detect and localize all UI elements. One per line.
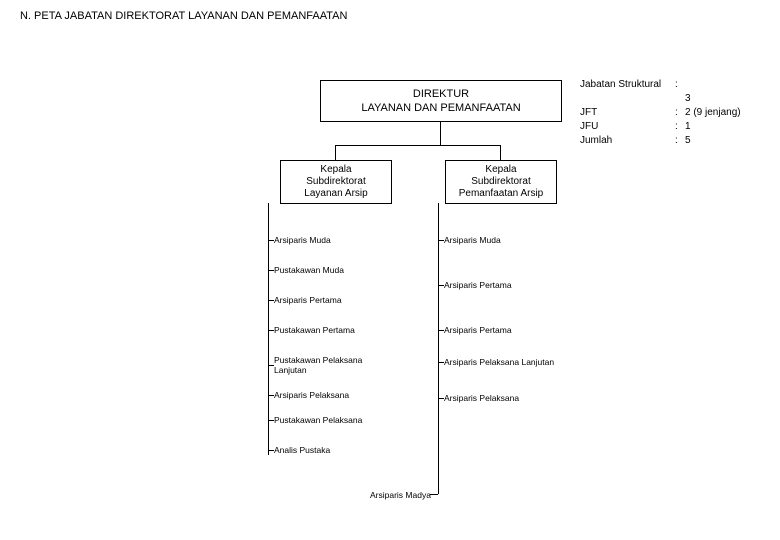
sub-left-l2: Subdirektorat <box>281 176 391 188</box>
stat-label: Jabatan Struktural <box>580 78 675 92</box>
right-position-item: Arsiparis Pelaksana <box>438 393 519 403</box>
connector-horiz-main <box>335 145 500 146</box>
left-position-item: Analis Pustaka <box>268 445 330 455</box>
sub-left-l3: Layanan Arsip <box>281 188 391 200</box>
sub-right-l1: Kepala <box>446 164 556 176</box>
left-position-item: Arsiparis Pertama <box>268 295 342 305</box>
stat-val: 3 <box>685 92 691 106</box>
stat-colon: : <box>675 120 685 134</box>
sub-left-l1: Kepala <box>281 164 391 176</box>
madya-label: Arsiparis Madya <box>370 490 431 500</box>
stat-label: JFT <box>580 106 675 120</box>
sub-right-l3: Pemanfaatan Arsip <box>446 188 556 200</box>
stat-colon: : <box>675 134 685 148</box>
stat-val: 5 <box>685 134 691 148</box>
right-spine <box>438 203 439 494</box>
stat-colon <box>675 92 685 106</box>
connector-vert-right <box>500 145 501 160</box>
right-position-item: Arsiparis Pertama <box>438 280 512 290</box>
stat-colon: : <box>675 106 685 120</box>
left-position-item: Pustakawan Pelaksana Lanjutan <box>268 355 374 375</box>
stat-val: 2 (9 jenjang) <box>685 106 741 120</box>
madya-tick <box>430 494 438 495</box>
stat-label <box>580 92 675 106</box>
right-position-item: Arsiparis Muda <box>438 235 501 245</box>
right-position-item: Arsiparis Pelaksana Lanjutan <box>438 357 554 367</box>
stat-label: Jumlah <box>580 134 675 148</box>
sub-right-l2: Subdirektorat <box>446 176 556 188</box>
stat-label: JFU <box>580 120 675 134</box>
left-position-item: Arsiparis Muda <box>268 235 331 245</box>
connector-vert-main <box>440 121 441 145</box>
page-title: N. PETA JABATAN DIREKTORAT LAYANAN DAN P… <box>20 10 347 22</box>
sub-box-right: Kepala Subdirektorat Pemanfaatan Arsip <box>445 160 557 204</box>
left-position-item: Pustakawan Muda <box>268 265 344 275</box>
director-box: DIREKTUR LAYANAN DAN PEMANFAATAN <box>320 80 562 122</box>
left-position-item: Pustakawan Pertama <box>268 325 355 335</box>
sub-box-left: Kepala Subdirektorat Layanan Arsip <box>280 160 392 204</box>
director-line1: DIREKTUR <box>321 87 561 101</box>
left-position-item: Arsiparis Pelaksana <box>268 390 349 400</box>
connector-vert-left <box>335 145 336 160</box>
stat-val: 1 <box>685 120 691 134</box>
stats-block: Jabatan Struktural: 3 JFT:2 (9 jenjang) … <box>580 78 741 148</box>
right-position-item: Arsiparis Pertama <box>438 325 512 335</box>
left-position-item: Pustakawan Pelaksana <box>268 415 362 425</box>
stat-colon: : <box>675 78 685 92</box>
director-line2: LAYANAN DAN PEMANFAATAN <box>321 101 561 115</box>
